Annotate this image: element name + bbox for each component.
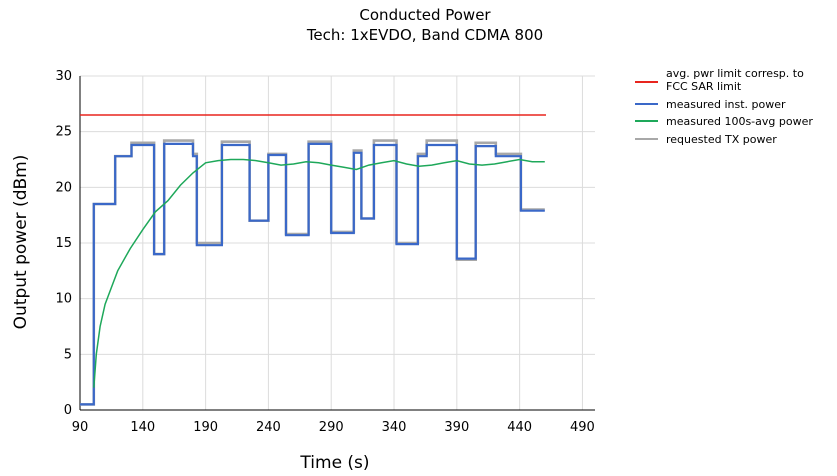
x-axis-label: Time (s) — [299, 453, 369, 473]
legend: avg. pwr limit corresp. to FCC SAR limit… — [635, 67, 813, 146]
legend-label-sar-limit-line2: FCC SAR limit — [666, 80, 742, 93]
x-tick-label: 190 — [193, 420, 218, 435]
series-line-3 — [80, 142, 545, 406]
y-tick-label: 30 — [55, 69, 72, 84]
legend-label-avg-power: measured 100s-avg power — [666, 115, 813, 128]
x-tick-label: 340 — [382, 420, 407, 435]
legend-label-sar-limit-line1: avg. pwr limit corresp. to — [666, 67, 804, 80]
chart-subtitle: Tech: 1xEVDO, Band CDMA 800 — [306, 26, 543, 44]
legend-label-requested-power: requested TX power — [666, 133, 777, 146]
grid-lines — [79, 75, 595, 411]
x-tick-label: 240 — [256, 420, 281, 435]
x-tick-labels: 90 140 190 240 290 340 390 440 490 — [72, 420, 595, 435]
x-tick-label: 440 — [507, 420, 532, 435]
chart-title: Conducted Power — [359, 6, 491, 24]
series-lines — [80, 114, 546, 406]
y-tick-label: 0 — [64, 403, 72, 418]
y-tick-label: 15 — [55, 236, 72, 251]
y-tick-labels: 0 5 10 15 20 25 30 — [55, 69, 72, 418]
legend-label-inst-power: measured inst. power — [666, 98, 786, 111]
x-tick-label: 90 — [72, 420, 89, 435]
x-tick-label: 390 — [444, 420, 469, 435]
x-tick-label: 290 — [319, 420, 344, 435]
y-axis-label: Output power (dBm) — [11, 155, 31, 330]
axes — [79, 76, 595, 411]
x-tick-label: 140 — [130, 420, 155, 435]
y-tick-label: 10 — [55, 292, 72, 307]
series-line-4 — [93, 158, 545, 388]
y-tick-label: 5 — [64, 347, 72, 362]
x-tick-label: 490 — [570, 420, 595, 435]
y-tick-label: 20 — [55, 180, 72, 195]
y-tick-label: 25 — [55, 125, 72, 140]
